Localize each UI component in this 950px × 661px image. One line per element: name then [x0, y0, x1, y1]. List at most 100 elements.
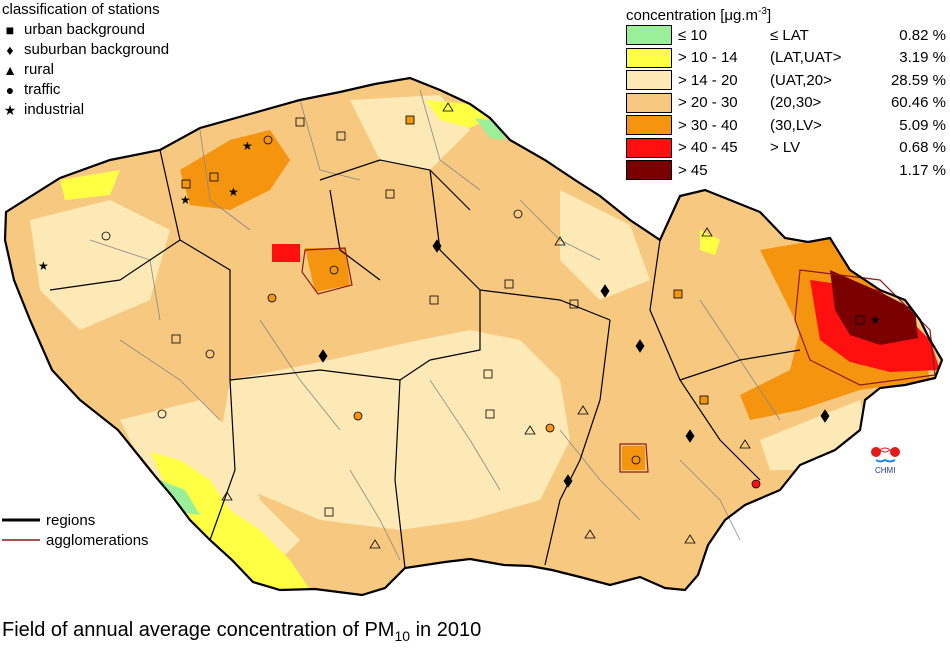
station-traffic	[545, 423, 555, 433]
legend-item-industrial: ★ industrial	[3, 101, 85, 118]
concentration-percent: 1.17 %	[899, 161, 946, 179]
concentration-swatch	[626, 137, 672, 158]
station-urban-background	[295, 117, 305, 127]
station-rural	[554, 236, 566, 246]
concentration-class-label: > LV	[770, 139, 801, 157]
station-rural	[524, 425, 536, 435]
station-markers: ★ ★ ★ ★ ★	[38, 102, 881, 549]
stations-legend: classification of stations ■ urban backg…	[2, 0, 169, 120]
legend-item-regions: regions	[2, 510, 149, 530]
station-industrial: ★	[38, 259, 49, 273]
concentration-percent: 3.19 %	[899, 49, 946, 67]
station-urban-background	[405, 115, 415, 125]
concentration-class-label: ≤ LAT	[770, 26, 809, 44]
concentration-range: > 10 - 14	[678, 49, 738, 67]
station-urban-background	[324, 507, 334, 517]
station-traffic	[631, 455, 641, 465]
concentration-swatch	[626, 92, 672, 113]
station-rural	[221, 491, 233, 501]
national-border	[3, 76, 944, 597]
zone-30-40-prague	[305, 248, 350, 292]
region-borders	[49, 149, 801, 569]
station-urban-background	[385, 189, 395, 199]
legend-item-rural: ▲ rural	[3, 61, 55, 78]
station-suburban-background	[820, 409, 830, 423]
station-urban-background	[429, 295, 439, 305]
map-caption: Field of annual average concentration of…	[2, 619, 482, 644]
concentration-swatch	[626, 115, 672, 136]
concentration-class-label: (20,30>	[770, 94, 822, 112]
zone-14-20-west	[30, 200, 170, 330]
station-urban-background	[171, 334, 181, 344]
concentration-range: ≤ 10	[678, 26, 708, 44]
concentration-field	[30, 95, 940, 592]
legend-item-urban-background: ■ urban background	[2, 20, 169, 40]
station-suburban-background	[318, 349, 328, 363]
legend-item-agglomerations: agglomerations	[2, 530, 149, 550]
circle-icon: ●	[5, 82, 15, 98]
concentration-class-label: (UAT,20>	[770, 71, 832, 89]
station-industrial: ★	[870, 313, 881, 327]
station-urban-background	[699, 395, 709, 405]
agglomeration-borders	[301, 247, 936, 473]
concentration-percent: 28.59 %	[890, 71, 946, 89]
station-urban-background	[485, 409, 495, 419]
station-industrial: ★	[180, 193, 191, 207]
station-traffic	[101, 231, 111, 241]
concentration-swatch	[626, 70, 672, 91]
station-traffic	[329, 265, 339, 275]
station-rural	[739, 439, 751, 449]
concentration-class-row: > 14 - 20 (UAT,20> 28.59 %	[626, 69, 948, 92]
concentration-class-row: > 20 - 30 (20,30> 60.46 %	[626, 92, 948, 115]
star-icon: ★	[3, 102, 17, 118]
legend-item-traffic: ● traffic	[2, 80, 169, 100]
station-rural	[577, 405, 589, 415]
station-urban-background	[855, 315, 865, 325]
concentration-range: > 14 - 20	[678, 71, 738, 89]
lines-legend: regions agglomerations	[2, 510, 149, 550]
station-rural	[369, 539, 381, 549]
zone-above-45-ostrava	[830, 270, 918, 345]
concentration-class-label: (30,LV>	[770, 116, 822, 134]
stations-legend-title: classification of stations	[2, 1, 160, 18]
agglomerations-line-icon	[2, 539, 40, 541]
station-rural	[684, 534, 696, 544]
station-urban-background	[673, 289, 683, 299]
concentration-percent: 0.68 %	[899, 139, 946, 157]
concentration-legend: concentration [μg.m-3] ≤ 10 ≤ LAT 0.82 % > …	[626, 2, 948, 182]
station-urban-background	[569, 299, 579, 309]
station-traffic	[513, 209, 523, 219]
station-suburban-background	[685, 429, 695, 443]
station-traffic	[751, 479, 761, 489]
concentration-range: > 30 - 40	[678, 116, 738, 134]
station-urban-background	[504, 279, 514, 289]
station-traffic	[353, 411, 363, 421]
chmi-logo-icon: CHMI	[871, 447, 900, 475]
chmi-logo-text: CHMI	[875, 466, 895, 475]
station-suburban-background	[563, 474, 573, 488]
concentration-class-row: > 10 - 14 (LAT,UAT> 3.19 %	[626, 47, 948, 70]
zone-10-14-northwest	[60, 170, 120, 200]
station-traffic	[157, 409, 167, 419]
station-rural	[584, 529, 596, 539]
station-urban-background	[483, 369, 493, 379]
concentration-class-row: > 40 - 45 > LV 0.68 %	[626, 137, 948, 160]
regions-line-icon	[2, 518, 40, 522]
station-traffic	[205, 349, 215, 359]
station-industrial: ★	[228, 185, 239, 199]
zone-40-45-kladno	[272, 244, 300, 262]
concentration-range: > 40 - 45	[678, 139, 738, 157]
zone-30-40-north-bohemia	[180, 130, 290, 210]
zone-14-20-central	[220, 330, 570, 530]
concentration-range: > 20 - 30	[678, 94, 738, 112]
station-suburban-background	[635, 339, 645, 353]
zone-below-10-sumava	[160, 480, 200, 515]
zone-10-14-sumava	[150, 452, 310, 592]
station-urban-background	[181, 179, 191, 189]
concentration-swatch	[626, 47, 672, 68]
concentration-class-row: > 30 - 40 (30,LV> 5.09 %	[626, 114, 948, 137]
station-rural	[442, 102, 454, 112]
concentration-percent: 60.46 %	[890, 94, 946, 112]
station-suburban-background	[432, 239, 442, 253]
